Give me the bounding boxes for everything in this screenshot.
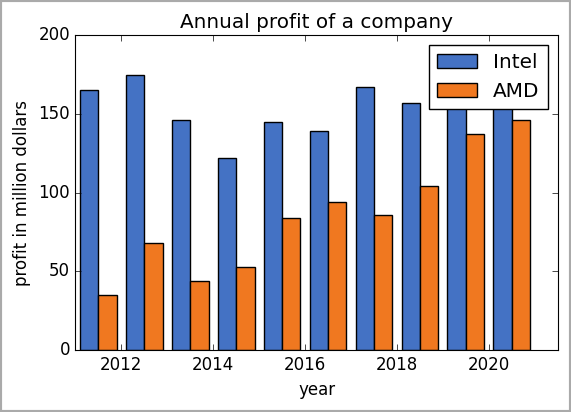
Bar xyxy=(401,103,420,350)
X-axis label: year: year xyxy=(298,381,335,399)
Bar xyxy=(236,267,255,350)
Bar xyxy=(493,59,512,350)
Bar xyxy=(356,87,374,350)
Bar xyxy=(264,122,282,350)
Bar xyxy=(80,90,98,350)
Bar xyxy=(98,295,117,350)
Bar xyxy=(420,186,439,350)
Bar xyxy=(218,158,236,350)
Bar xyxy=(448,106,466,350)
Legend: Intel, AMD: Intel, AMD xyxy=(429,45,548,109)
Title: Annual profit of a company: Annual profit of a company xyxy=(180,13,453,32)
Bar xyxy=(144,243,163,350)
Bar xyxy=(282,218,300,350)
Bar xyxy=(126,75,144,350)
Y-axis label: profit in million dollars: profit in million dollars xyxy=(13,100,31,286)
Bar xyxy=(328,202,347,350)
Bar xyxy=(309,131,328,350)
Bar xyxy=(172,120,190,350)
Bar xyxy=(512,120,530,350)
Bar xyxy=(190,281,208,350)
Bar xyxy=(466,134,484,350)
Bar xyxy=(374,215,392,350)
